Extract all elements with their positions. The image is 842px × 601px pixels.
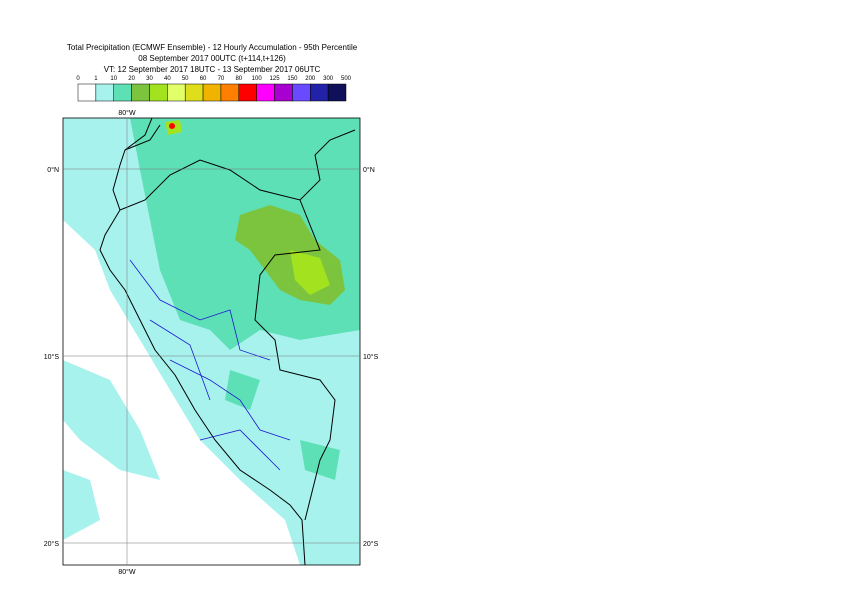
legend-label: 20 (128, 76, 135, 82)
lat-label: 10°S (44, 353, 60, 361)
title-line: 08 September 2017 00UTC (t+114,t+126) (138, 54, 286, 63)
legend-swatch (202, 83, 222, 102)
legend-label: 300 (323, 76, 334, 82)
legend-swatch (167, 83, 186, 102)
precip-peak (169, 123, 175, 129)
legend-swatch (184, 83, 204, 102)
legend: 0 1 10 20 30 40 50 60 70 80 100 125 150 200 300 500 (76, 76, 352, 102)
legend-label: 40 (164, 76, 171, 82)
legend-swatch (113, 83, 132, 102)
precip-heavier (165, 120, 330, 295)
legend-swatch (77, 83, 97, 102)
legend-label: 50 (182, 76, 189, 82)
legend-swatch (256, 83, 275, 102)
title-line: VT: 12 September 2017 18UTC - 13 Septemb… (104, 65, 321, 74)
legend-label: 100 (252, 76, 263, 82)
lat-label: 10°S (363, 353, 379, 361)
map: 80°W 80°W 0°N 0°N 10°S 10°S 20°S 20°S (44, 109, 379, 576)
legend-label: 60 (200, 76, 207, 82)
legend-swatch (220, 83, 240, 102)
precip-moderate (130, 118, 360, 480)
legend-label: 30 (146, 76, 153, 82)
legend-label: 125 (270, 76, 281, 82)
legend-label: 0 (76, 76, 80, 82)
legend-swatch (274, 83, 293, 102)
lon-label: 80°W (118, 109, 136, 117)
lat-label: 0°N (47, 166, 59, 174)
map-frame (62, 117, 361, 566)
legend-label: 200 (305, 76, 316, 82)
region-border (129, 259, 291, 471)
title-line: Total Precipitation (ECMWF Ensemble) - 1… (67, 43, 358, 52)
country-border (119, 124, 356, 521)
legend-label: 80 (235, 76, 242, 82)
lat-label: 20°S (363, 540, 379, 548)
legend-swatch (292, 83, 311, 102)
legend-label: 10 (110, 76, 117, 82)
lat-label: 20°S (44, 540, 60, 548)
legend-label: 1 (94, 76, 98, 82)
legend-swatch (95, 83, 114, 102)
legend-swatch (310, 83, 329, 102)
legend-label: 70 (218, 76, 225, 82)
legend-swatch (238, 83, 257, 102)
lon-label: 80°W (118, 568, 136, 576)
legend-swatch (131, 83, 150, 102)
legend-swatch (149, 83, 168, 102)
legend-label: 500 (341, 76, 352, 82)
legend-label: 150 (287, 76, 298, 82)
lat-label: 0°N (363, 166, 375, 174)
legend-swatch (327, 83, 347, 102)
